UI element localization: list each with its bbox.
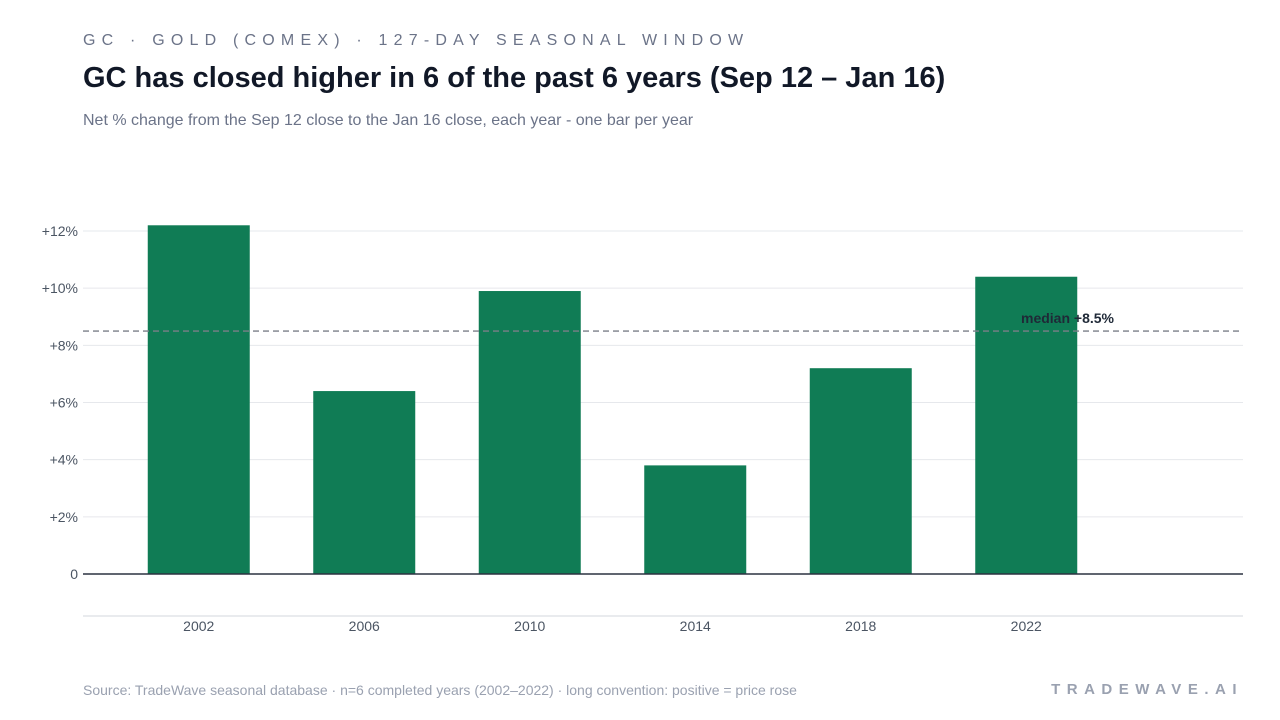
median-label: median +8.5% [1021,310,1115,326]
y-tick-label: +4% [50,452,78,468]
median-group: median +8.5% [83,310,1243,332]
source-note: Source: TradeWave seasonal database · n=… [83,682,797,698]
x-tick-label: 2022 [1011,618,1042,634]
bar-2010 [478,291,581,574]
bars [147,225,1078,575]
bar-2014 [644,465,747,574]
chart-title: GC has closed higher in 6 of the past 6 … [83,62,946,94]
x-tick-label: 2018 [845,618,876,634]
x-axis-ticks: 2002 2006 2010 2014 2018 2022 [183,618,1042,634]
y-tick-label: +6% [50,395,78,411]
y-tick-label: 0 [70,566,78,582]
y-tick-label: +8% [50,337,78,353]
bar-2006 [313,391,416,574]
bar-2022 [975,276,1078,574]
x-tick-label: 2006 [349,618,380,634]
bar-2018 [809,368,912,574]
y-tick-label: +2% [50,509,78,525]
chart-subtitle: Net % change from the Sep 12 close to th… [83,112,694,129]
brand-logo-text: TRADEWAVE.AI [1051,681,1243,698]
bar-2002 [147,225,250,575]
axes [83,573,1243,617]
x-tick-label: 2002 [183,618,214,634]
x-tick-label: 2010 [514,618,545,634]
y-tick-label: +10% [42,280,78,296]
chart-kicker: GC · GOLD (COMEX) · 127-DAY SEASONAL WIN… [83,32,750,49]
y-axis-ticks: 0 +2% +4% +6% +8% +10% +12% [42,223,78,582]
y-tick-label: +12% [42,223,78,239]
x-tick-label: 2014 [680,618,711,634]
